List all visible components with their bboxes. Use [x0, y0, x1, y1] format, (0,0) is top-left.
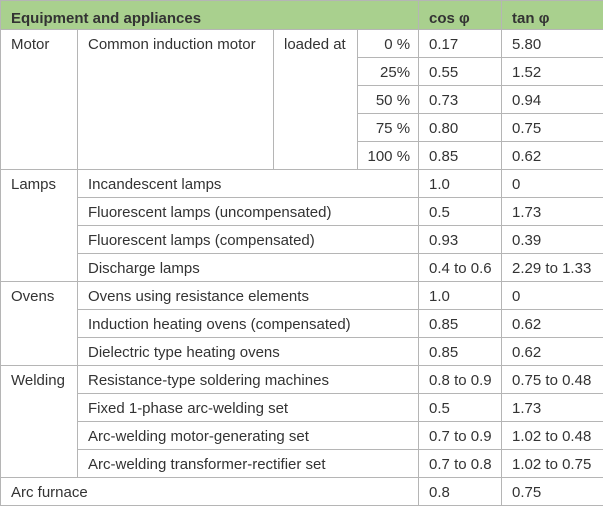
cell: Fixed 1-phase arc-welding set [76, 393, 420, 422]
cell: 0.75 to 0.48 [501, 365, 603, 394]
cell: 0.75 [501, 113, 603, 142]
row: Arc furnace 0.8 0.75 [0, 477, 603, 506]
row: Motor Common induction motor loaded at 0 % 0… [0, 29, 603, 170]
cell: Fluorescent lamps (uncompensated) [76, 197, 420, 226]
cell: Welding [0, 365, 78, 478]
power-factor-table: Equipment and appliances cos φ tan φ Mot… [0, 0, 603, 506]
cell: 2.29 to 1.33 [501, 253, 603, 282]
cell: Arc furnace [0, 477, 420, 506]
row: Dielectric type heating ovens 0.85 0.62 [1, 337, 603, 366]
row: 100 % 0.85 0.62 [1, 141, 603, 170]
cell: 1.52 [501, 57, 603, 86]
cell: Resistance-type soldering machines [76, 365, 420, 394]
cell: Discharge lamps [76, 253, 420, 282]
header-cell: cos φ [418, 0, 503, 30]
cell: 0.55 [418, 57, 503, 86]
cell: Ovens [0, 281, 78, 366]
cell: 0.62 [501, 337, 603, 366]
cell: 5.80 [501, 29, 603, 58]
cell: 0.62 [501, 141, 603, 170]
cell: Induction heating ovens (compensated) [76, 309, 420, 338]
cell: 75 % [356, 113, 420, 142]
cell: Arc-welding motor-generating set [76, 421, 420, 450]
cell: 0 % [356, 29, 420, 58]
cell: Arc-welding transformer-rectifier set [76, 449, 420, 478]
cell: 0.73 [418, 85, 503, 114]
cell: Motor [0, 29, 78, 170]
cell: 0 [501, 169, 603, 198]
cell: 0 [501, 281, 603, 310]
row: Arc-welding transformer-rectifier set 0.7… [1, 449, 603, 478]
cell: 0.17 [418, 29, 503, 58]
row: 50 % 0.73 0.94 [1, 85, 603, 114]
row: Welding Resistance-type soldering machine… [0, 365, 603, 478]
cell: 0.75 [501, 477, 603, 506]
cell: Incandescent lamps [76, 169, 420, 198]
row: Ovens Ovens using resistance elements 1.0 0 [0, 281, 603, 366]
header-row: Equipment and appliances cos φ tan φ [0, 0, 603, 30]
row: Lamps Incandescent lamps 1.0 0 [0, 169, 603, 282]
cell: loaded at [273, 29, 358, 170]
cell: 0.93 [418, 225, 503, 254]
cell: 0.39 [501, 225, 603, 254]
cell: 1.02 to 0.75 [501, 449, 603, 478]
row: Discharge lamps 0.4 to 0.6 2.29 to 1.33 [1, 253, 603, 282]
cell: 0.4 to 0.6 [418, 253, 503, 282]
header-cell: Equipment and appliances [0, 0, 420, 30]
cell: 0.85 [418, 309, 503, 338]
cell: Common induction motor [77, 29, 274, 170]
row: Arc-welding motor-generating set 0.7 to 0… [1, 421, 603, 450]
cell: 0.7 to 0.9 [418, 421, 503, 450]
cell: Fluorescent lamps (compensated) [76, 225, 420, 254]
row: 75 % 0.80 0.75 [1, 113, 603, 142]
cell: 0.80 [418, 113, 503, 142]
cell: 1.0 [418, 281, 503, 310]
cell: 0.5 [418, 393, 503, 422]
cell: 25% [356, 57, 420, 86]
cell: 0.85 [418, 337, 503, 366]
cell: 1.0 [418, 169, 503, 198]
cell: 100 % [356, 141, 420, 170]
cell: 0.62 [501, 309, 603, 338]
cell: 1.73 [501, 393, 603, 422]
row: Fluorescent lamps (uncompensated) 0.5 1.73 [1, 197, 603, 226]
cell: 0.8 [418, 477, 503, 506]
cell: 0.94 [501, 85, 603, 114]
cell: 0.7 to 0.8 [418, 449, 503, 478]
cell: 0.5 [418, 197, 503, 226]
cell: 0.85 [418, 141, 503, 170]
row: Fluorescent lamps (compensated) 0.93 0.39 [1, 225, 603, 254]
cell: Lamps [0, 169, 78, 282]
cell: 1.73 [501, 197, 603, 226]
cell: Ovens using resistance elements [76, 281, 420, 310]
row: Induction heating ovens (compensated) 0.8… [1, 309, 603, 338]
cell: 0.8 to 0.9 [418, 365, 503, 394]
header-cell: tan φ [501, 0, 603, 30]
cell: 50 % [356, 85, 420, 114]
cell: Dielectric type heating ovens [76, 337, 420, 366]
row: Fixed 1-phase arc-welding set 0.5 1.73 [1, 393, 603, 422]
cell: 1.02 to 0.48 [501, 421, 603, 450]
